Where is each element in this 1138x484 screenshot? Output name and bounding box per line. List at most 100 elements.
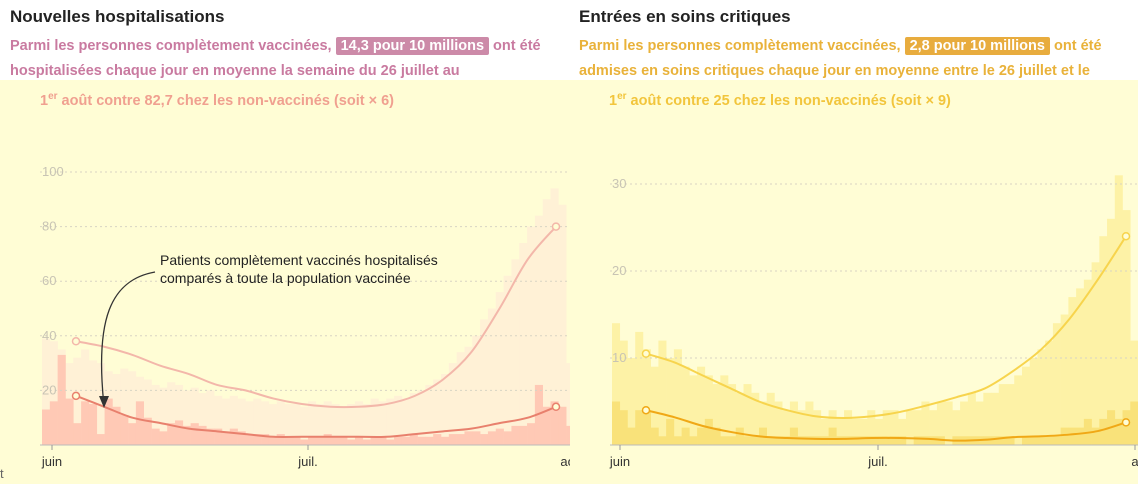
bar-vaccinated	[487, 431, 497, 445]
bar-vaccinated	[782, 436, 791, 445]
bar-vaccinated	[503, 431, 512, 445]
bar-vaccinated	[774, 436, 783, 445]
bar-vaccinated	[245, 434, 254, 445]
bar-vaccinated	[135, 401, 145, 445]
subtitle-sup: er	[617, 91, 627, 102]
bar-unvaccinated	[448, 363, 457, 445]
line-start-point	[641, 405, 651, 415]
bar-unvaccinated	[991, 392, 1000, 445]
bar-vaccinated	[813, 436, 822, 445]
bar-vaccinated	[96, 434, 105, 445]
bar-unvaccinated	[417, 390, 426, 445]
bar-unvaccinated	[797, 410, 806, 445]
bar-unvaccinated	[681, 366, 690, 445]
series-line-unvaccinated	[75, 225, 557, 409]
annotation-line-1: Patients complètement vaccinés hospitali…	[160, 252, 438, 268]
bar-vaccinated	[1091, 427, 1100, 445]
bar-vaccinated	[743, 436, 752, 445]
bar-unvaccinated	[704, 375, 713, 445]
bar-vaccinated	[175, 420, 184, 445]
bar-vaccinated	[57, 354, 66, 445]
y-tick-label: 20	[612, 263, 626, 278]
bar-unvaccinated	[836, 418, 845, 445]
bar-vaccinated	[658, 436, 667, 445]
line-start-point	[71, 337, 81, 346]
x-tick-label: a	[1131, 454, 1138, 469]
bar-vaccinated	[464, 431, 473, 445]
bar-vaccinated	[998, 436, 1007, 445]
bar-vaccinated	[673, 436, 682, 445]
bar-unvaccinated	[480, 319, 489, 445]
bar-unvaccinated	[503, 275, 512, 445]
bar-vaccinated	[689, 436, 698, 445]
bar-vaccinated	[448, 434, 457, 445]
annotation-arrowhead	[99, 396, 109, 408]
bar-vaccinated	[1076, 427, 1085, 445]
subtitle-text: Parmi les personnes complètement vacciné…	[10, 38, 336, 54]
bar-vaccinated	[472, 431, 481, 445]
bar-unvaccinated	[743, 384, 752, 445]
bar-unvaccinated	[167, 382, 176, 445]
bar-vaccinated	[720, 436, 729, 445]
bar-vaccinated	[378, 436, 387, 445]
bar-vaccinated	[712, 427, 721, 445]
bar-vaccinated	[766, 436, 775, 445]
bar-unvaccinated	[697, 366, 706, 445]
bar-vaccinated	[650, 427, 659, 445]
bar-unvaccinated	[1068, 297, 1077, 445]
subtitle-text: Parmi les personnes complètement vacciné…	[579, 38, 905, 54]
bar-unvaccinated	[151, 384, 160, 445]
bar-unvaccinated	[1014, 375, 1023, 445]
hospitalisations-chart: 20 40 60 80 100 juin juil. août Patients complèt…	[40, 164, 570, 469]
bar-unvaccinated	[284, 404, 293, 445]
bar-unvaccinated	[143, 379, 152, 445]
bar-vaccinated	[1006, 436, 1015, 445]
bar-vaccinated	[898, 436, 907, 445]
bar-unvaccinated	[245, 401, 254, 445]
bar-unvaccinated	[882, 410, 891, 445]
bar-unvaccinated	[751, 392, 760, 445]
x-tick-label: juil.	[867, 454, 888, 469]
bar-unvaccinated	[936, 401, 945, 445]
bar-vaccinated	[828, 427, 837, 445]
bar-unvaccinated	[214, 395, 223, 445]
bar-unvaccinated	[820, 418, 829, 445]
bar-unvaccinated	[128, 371, 137, 445]
bar-vaccinated	[308, 436, 317, 445]
bar-vaccinated	[859, 436, 868, 445]
subtitle-sup: er	[48, 91, 58, 102]
bar-vaccinated	[627, 427, 636, 445]
bar-unvaccinated	[511, 259, 520, 445]
bar-vaccinated	[151, 428, 160, 445]
bar-unvaccinated	[308, 401, 317, 445]
bar-vaccinated	[1114, 418, 1123, 445]
line-end-point	[551, 222, 561, 231]
bar-unvaccinated	[206, 390, 215, 445]
bar-unvaccinated	[921, 401, 930, 445]
bar-unvaccinated	[720, 375, 729, 445]
bar-unvaccinated	[331, 404, 340, 445]
bar-vaccinated	[1029, 436, 1038, 445]
bar-vaccinated	[991, 436, 1000, 445]
bar-vaccinated	[867, 436, 876, 445]
bar-unvaccinated	[689, 375, 698, 445]
bar-vaccinated	[81, 401, 90, 445]
bar-unvaccinated	[905, 410, 914, 445]
bar-unvaccinated	[1060, 314, 1069, 445]
bar-vaccinated	[797, 436, 806, 445]
bar-unvaccinated	[967, 392, 976, 445]
bar-unvaccinated	[409, 393, 418, 445]
bar-unvaccinated	[182, 390, 191, 445]
bar-vaccinated	[890, 436, 899, 445]
bar-vaccinated	[401, 436, 411, 445]
bar-vaccinated	[354, 436, 364, 445]
bar-vaccinated	[276, 434, 285, 445]
bar-unvaccinated	[253, 398, 262, 445]
bar-vaccinated	[1045, 436, 1054, 445]
bar-unvaccinated	[1021, 366, 1031, 445]
bar-unvaccinated	[550, 188, 559, 445]
bar-vaccinated	[1021, 436, 1031, 445]
bar-vaccinated	[566, 425, 570, 445]
bar-vaccinated	[214, 428, 223, 445]
bar-unvaccinated	[401, 398, 411, 445]
